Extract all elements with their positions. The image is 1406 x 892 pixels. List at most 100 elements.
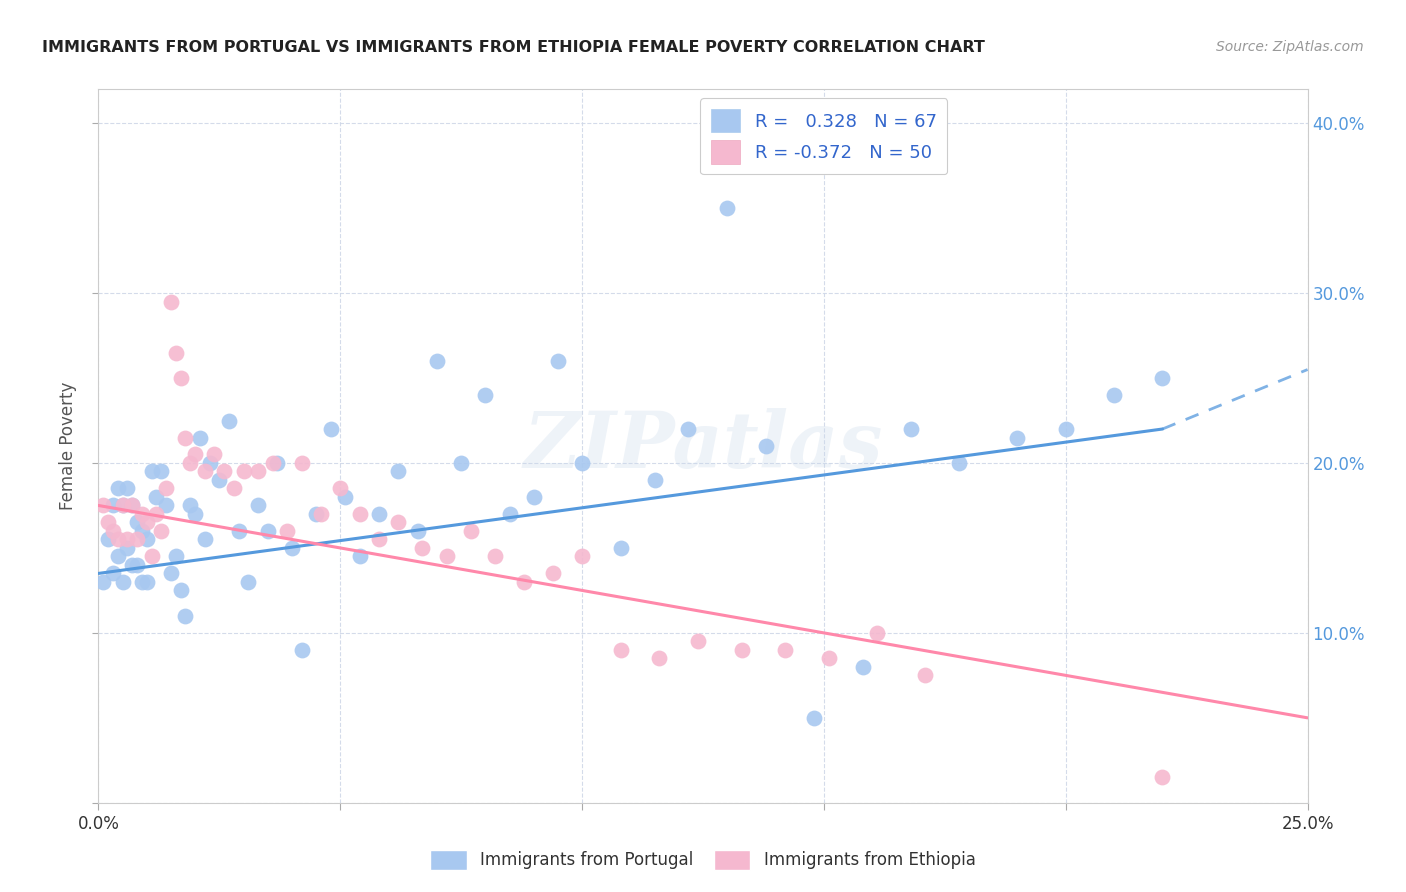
Point [107,533,129,547]
Point [852,660,875,674]
Point [678,422,700,436]
Point [150,465,173,479]
Point [644,473,666,487]
Point [305,507,328,521]
Point [755,439,778,453]
Point [188,430,211,444]
Point [101,566,124,581]
Point [107,482,129,496]
Point [160,566,183,581]
Point [290,456,312,470]
Point [571,549,593,564]
Point [716,201,738,215]
Point [101,524,124,538]
Point [222,482,245,496]
Point [165,549,187,564]
Point [262,456,284,470]
Point [688,634,710,648]
Point [135,574,157,589]
Point [1007,430,1029,444]
Point [184,448,207,462]
Point [165,345,187,359]
Y-axis label: Female Poverty: Female Poverty [59,382,77,510]
Point [232,465,254,479]
Point [174,608,197,623]
Point [610,643,633,657]
Point [610,541,633,555]
Point [474,388,496,402]
Point [135,533,157,547]
Point [309,507,332,521]
Point [866,626,889,640]
Point [212,465,235,479]
Point [256,524,278,538]
Point [948,456,970,470]
Point [204,448,226,462]
Point [169,583,191,598]
Point [174,430,197,444]
Point [484,549,506,564]
Point [91,499,114,513]
Point [817,651,839,665]
Point [141,465,163,479]
Point [731,643,754,657]
Point [208,473,231,487]
Point [1054,422,1077,436]
Point [111,499,134,513]
Point [368,533,391,547]
Point [117,533,139,547]
Point [131,507,153,521]
Point [107,549,129,564]
Point [498,507,520,521]
Point [111,574,134,589]
Point [179,456,201,470]
Point [406,524,429,538]
Point [97,516,120,530]
Point [349,507,371,521]
Text: ZIPatlas: ZIPatlas [523,408,883,484]
Point [349,549,371,564]
Point [179,499,201,513]
Point [160,294,183,309]
Point [155,499,177,513]
Point [914,668,936,682]
Point [803,711,825,725]
Point [426,354,449,368]
Point [141,549,163,564]
Point [333,490,356,504]
Point [238,574,260,589]
Point [121,558,143,572]
Point [169,371,191,385]
Point [127,533,149,547]
Point [131,524,153,538]
Point [290,643,312,657]
Point [145,490,167,504]
Point [648,651,671,665]
Point [228,524,250,538]
Point [266,456,288,470]
Text: Source: ZipAtlas.com: Source: ZipAtlas.com [1216,40,1364,54]
Point [247,499,270,513]
Point [97,533,120,547]
Point [547,354,569,368]
Point [571,456,593,470]
Point [773,643,796,657]
Point [117,541,139,555]
Point [523,490,546,504]
Point [184,507,207,521]
Point [329,482,352,496]
Point [91,574,114,589]
Point [155,482,177,496]
Legend: Immigrants from Portugal, Immigrants from Ethiopia: Immigrants from Portugal, Immigrants fro… [423,843,983,877]
Point [513,574,536,589]
Point [135,516,157,530]
Point [1102,388,1125,402]
Point [111,499,134,513]
Point [411,541,433,555]
Point [101,499,124,513]
Point [145,507,167,521]
Point [194,465,217,479]
Point [450,456,472,470]
Point [1152,371,1174,385]
Point [276,524,298,538]
